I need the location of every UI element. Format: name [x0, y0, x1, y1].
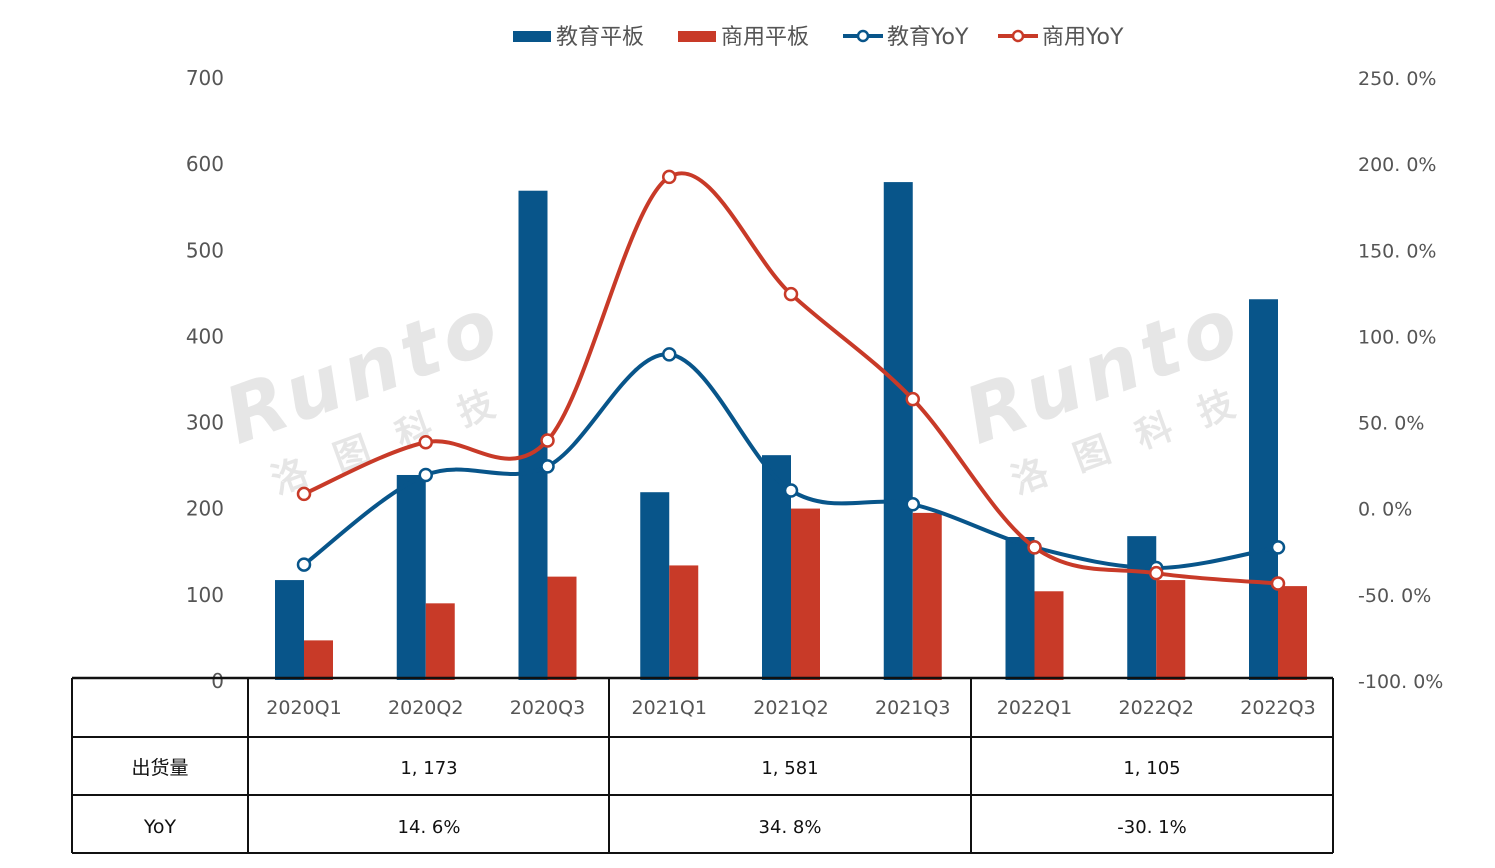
x-tick-label: 2020Q2: [388, 697, 463, 719]
left-tick-label: 700: [186, 66, 224, 90]
right-tick-label: 150. 0%: [1358, 240, 1437, 262]
bar-education: [275, 580, 304, 680]
x-tick-label: 2020Q3: [510, 697, 585, 719]
bar-commercial: [669, 565, 699, 680]
right-tick-label: -100. 0%: [1358, 671, 1443, 693]
table-cell: 1, 581: [761, 758, 818, 779]
legend-swatch: [678, 31, 716, 42]
legend-label: 教育平板: [556, 25, 644, 50]
point-commercial-yoy: [296, 486, 312, 502]
legend-item: 商用平板: [678, 25, 809, 50]
bar-commercial: [1278, 586, 1307, 680]
bar-education: [1005, 537, 1035, 680]
point-education-yoy: [1270, 540, 1286, 555]
right-tick-label: 100. 0%: [1358, 326, 1437, 348]
bar-commercial: [1034, 591, 1064, 680]
legend-item: 教育YoY: [843, 25, 969, 50]
left-tick-label: 300: [186, 411, 224, 435]
legend-label: 教育YoY: [887, 25, 969, 50]
point-commercial-yoy: [540, 433, 555, 448]
point-commercial-yoy: [1270, 576, 1286, 591]
point-commercial-yoy: [418, 434, 433, 450]
x-tick-label: 2021Q1: [632, 697, 707, 719]
table-row-label: 出货量: [131, 757, 188, 779]
right-tick-label: 0. 0%: [1358, 499, 1412, 521]
bar-education: [1127, 536, 1157, 680]
bar-commercial: [547, 576, 577, 680]
x-tick-label: 2022Q1: [997, 697, 1072, 719]
right-axis: -100. 0% -50. 0% 0. 0% 50. 0% 100. 0% 150. 0%…: [1358, 68, 1443, 693]
point-commercial-yoy: [662, 169, 677, 185]
legend-swatch: [513, 31, 551, 42]
bar-commercial: [304, 640, 333, 680]
table-cell: 34. 8%: [759, 817, 822, 838]
legend-item: 商用YoY: [998, 25, 1124, 50]
point-commercial-yoy: [905, 391, 920, 407]
x-tick-label: 2022Q2: [1119, 697, 1194, 719]
x-tick-label: 2022Q3: [1240, 697, 1315, 719]
lines: [296, 169, 1286, 591]
data-table: 2020Q1 2020Q2 2020Q3 2021Q1 2021Q2 2021Q3 2022…: [71, 676, 1334, 854]
table-cell: 1, 173: [400, 758, 457, 779]
left-tick-label: 0: [211, 669, 224, 693]
right-tick-label: -50. 0%: [1358, 585, 1431, 607]
legend: 教育平板 商用平板 教育YoY 商用YoY: [513, 25, 1124, 50]
right-tick-label: 200. 0%: [1358, 154, 1437, 176]
right-tick-label: 250. 0%: [1358, 68, 1437, 90]
legend-label: 商用平板: [721, 25, 809, 50]
left-tick-label: 200: [186, 497, 224, 521]
table-row-label: YoY: [143, 816, 177, 838]
point-education-yoy: [662, 347, 677, 362]
legend-marker: [1011, 29, 1025, 43]
right-tick-label: 50. 0%: [1358, 413, 1424, 435]
bar-commercial: [425, 603, 455, 680]
bar-education: [1249, 299, 1278, 680]
bars: [275, 182, 1307, 681]
left-tick-label: 100: [186, 583, 224, 607]
left-tick-label: 600: [186, 152, 224, 176]
legend-item: 教育平板: [513, 25, 644, 50]
point-commercial-yoy: [783, 286, 799, 302]
point-commercial-yoy: [1149, 565, 1164, 581]
x-tick-label: 2020Q1: [266, 697, 341, 719]
table-cell: -30. 1%: [1117, 817, 1186, 838]
left-tick-label: 500: [186, 238, 224, 262]
bar-commercial: [791, 508, 820, 680]
bar-commercial: [912, 512, 942, 680]
point-education-yoy: [783, 483, 799, 498]
point-education-yoy: [296, 557, 312, 572]
point-commercial-yoy: [1027, 540, 1042, 555]
table-cell: 14. 6%: [398, 817, 461, 838]
point-education-yoy: [905, 497, 920, 512]
left-tick-label: 400: [186, 324, 224, 348]
line-education-yoy: [302, 352, 1279, 571]
line-commercial-yoy: [303, 171, 1279, 586]
legend-label: 商用YoY: [1042, 25, 1124, 50]
table-cell: 1, 105: [1123, 758, 1180, 779]
legend-marker: [856, 29, 870, 43]
point-education-yoy: [418, 467, 433, 483]
bar-education: [883, 182, 913, 680]
bar-commercial: [1156, 580, 1186, 680]
point-education-yoy: [540, 459, 555, 474]
bar-education: [640, 492, 670, 680]
x-tick-label: 2021Q3: [875, 697, 950, 719]
x-tick-label: 2021Q2: [753, 697, 828, 719]
bar-education: [396, 474, 426, 680]
left-axis: 0 100 200 300 400 500 600 700: [186, 66, 224, 693]
